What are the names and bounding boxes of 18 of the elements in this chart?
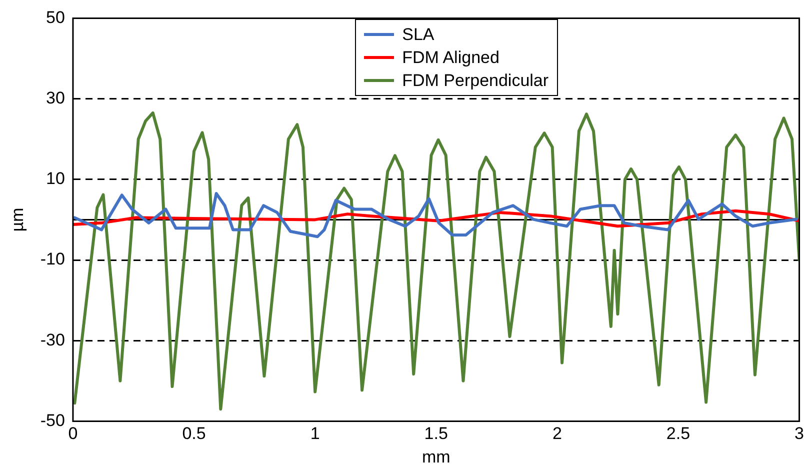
- legend-label: SLA: [402, 24, 434, 45]
- x-axis-title: mm: [422, 447, 450, 466]
- x-tick-label: 2: [552, 424, 562, 444]
- y-tick-label: -10: [40, 250, 65, 269]
- y-axis-title: µm: [8, 208, 27, 232]
- x-tick-label: 3: [794, 424, 804, 444]
- y-tick-label: -50: [40, 410, 65, 430]
- x-tick-label: 1: [310, 424, 320, 444]
- x-tick-label: 2.5: [666, 424, 690, 444]
- y-tick-label: 30: [46, 88, 65, 108]
- x-tick-label: 0.5: [182, 424, 206, 444]
- y-tick-label: 10: [46, 169, 65, 188]
- legend-label: FDM Perpendicular: [402, 70, 549, 91]
- legend-label: FDM Aligned: [402, 48, 500, 68]
- y-tick-label: 50: [46, 8, 65, 27]
- x-tick-label: 1.5: [424, 424, 448, 444]
- y-tick-label: -30: [40, 330, 65, 350]
- x-tick-label: 0: [68, 424, 78, 444]
